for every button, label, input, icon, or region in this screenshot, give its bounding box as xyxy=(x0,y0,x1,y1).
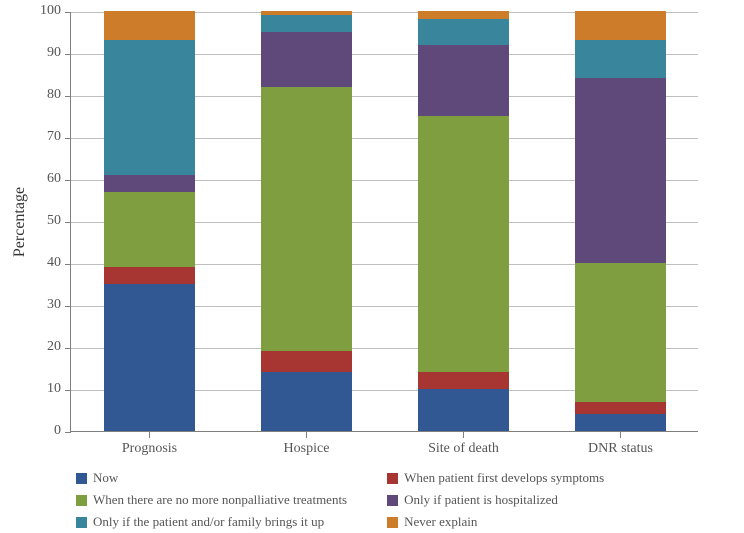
bar-segment xyxy=(575,402,666,415)
ytick-label: 50 xyxy=(47,213,71,229)
ytick-label: 100 xyxy=(40,3,71,19)
ytick-label: 10 xyxy=(47,381,71,397)
bar-segment xyxy=(261,372,352,431)
y-axis-label: Percentage xyxy=(11,187,29,257)
bar xyxy=(261,11,352,431)
bar-segment xyxy=(418,116,509,372)
bar-segment xyxy=(104,40,195,174)
bar-segment xyxy=(418,389,509,431)
ytick-label: 80 xyxy=(47,87,71,103)
bar xyxy=(104,11,195,431)
legend-swatch xyxy=(387,473,398,484)
bar-segment xyxy=(261,32,352,87)
xtick-label: Prognosis xyxy=(122,431,177,457)
bar-segment xyxy=(261,351,352,372)
legend-item: Never explain xyxy=(387,514,658,530)
ytick-label: 90 xyxy=(47,45,71,61)
bar-segment xyxy=(575,40,666,78)
bar-segment xyxy=(575,78,666,263)
bar xyxy=(575,11,666,431)
bar-segment xyxy=(575,414,666,431)
legend-item: Only if patient is hospitalized xyxy=(387,492,658,508)
legend-item: Only if the patient and/or family brings… xyxy=(76,514,347,530)
xtick-label: DNR status xyxy=(588,431,653,457)
bar-segment xyxy=(418,372,509,389)
legend-swatch xyxy=(76,495,87,506)
legend-swatch xyxy=(76,517,87,528)
ytick-label: 40 xyxy=(47,255,71,271)
legend-label: Now xyxy=(93,470,118,486)
legend-label: Only if the patient and/or family brings… xyxy=(93,514,324,530)
legend-swatch xyxy=(387,495,398,506)
xtick-label: Hospice xyxy=(284,431,330,457)
ytick-label: 70 xyxy=(47,129,71,145)
ytick-label: 20 xyxy=(47,339,71,355)
bar-segment xyxy=(418,19,509,44)
bar-segment xyxy=(261,87,352,352)
legend-item: When there are no more nonpalliative tre… xyxy=(76,492,347,508)
bar-segment xyxy=(575,11,666,40)
bar-segment xyxy=(104,11,195,40)
bar-segment xyxy=(104,192,195,268)
bar xyxy=(418,11,509,431)
bar-segment xyxy=(104,267,195,284)
legend-swatch xyxy=(76,473,87,484)
bar-segment xyxy=(104,175,195,192)
xtick-label: Site of death xyxy=(428,431,499,457)
ytick-label: 60 xyxy=(47,171,71,187)
bar-segment xyxy=(418,11,509,19)
stacked-bar-chart: 0 10 20 30 40 50 60 70 80 90 100 Prognosis Hospice Si… xyxy=(0,0,744,533)
legend-swatch xyxy=(387,517,398,528)
ytick-label: 0 xyxy=(54,423,71,439)
bar-segment xyxy=(575,263,666,402)
ytick-label: 30 xyxy=(47,297,71,313)
legend-item: Now xyxy=(76,470,347,486)
plot-area: 0102030405060708090100PrognosisHospiceSi… xyxy=(70,12,698,432)
legend-label: Only if patient is hospitalized xyxy=(404,492,558,508)
legend-label: When there are no more nonpalliative tre… xyxy=(93,492,347,508)
legend-item: When patient first develops symptoms xyxy=(387,470,658,486)
legend-label: When patient first develops symptoms xyxy=(404,470,604,486)
legend: Now When patient first develops symptoms W… xyxy=(76,470,658,530)
bar-segment xyxy=(261,15,352,32)
legend-label: Never explain xyxy=(404,514,477,530)
bar-segment xyxy=(104,284,195,431)
bar-segment xyxy=(418,45,509,116)
